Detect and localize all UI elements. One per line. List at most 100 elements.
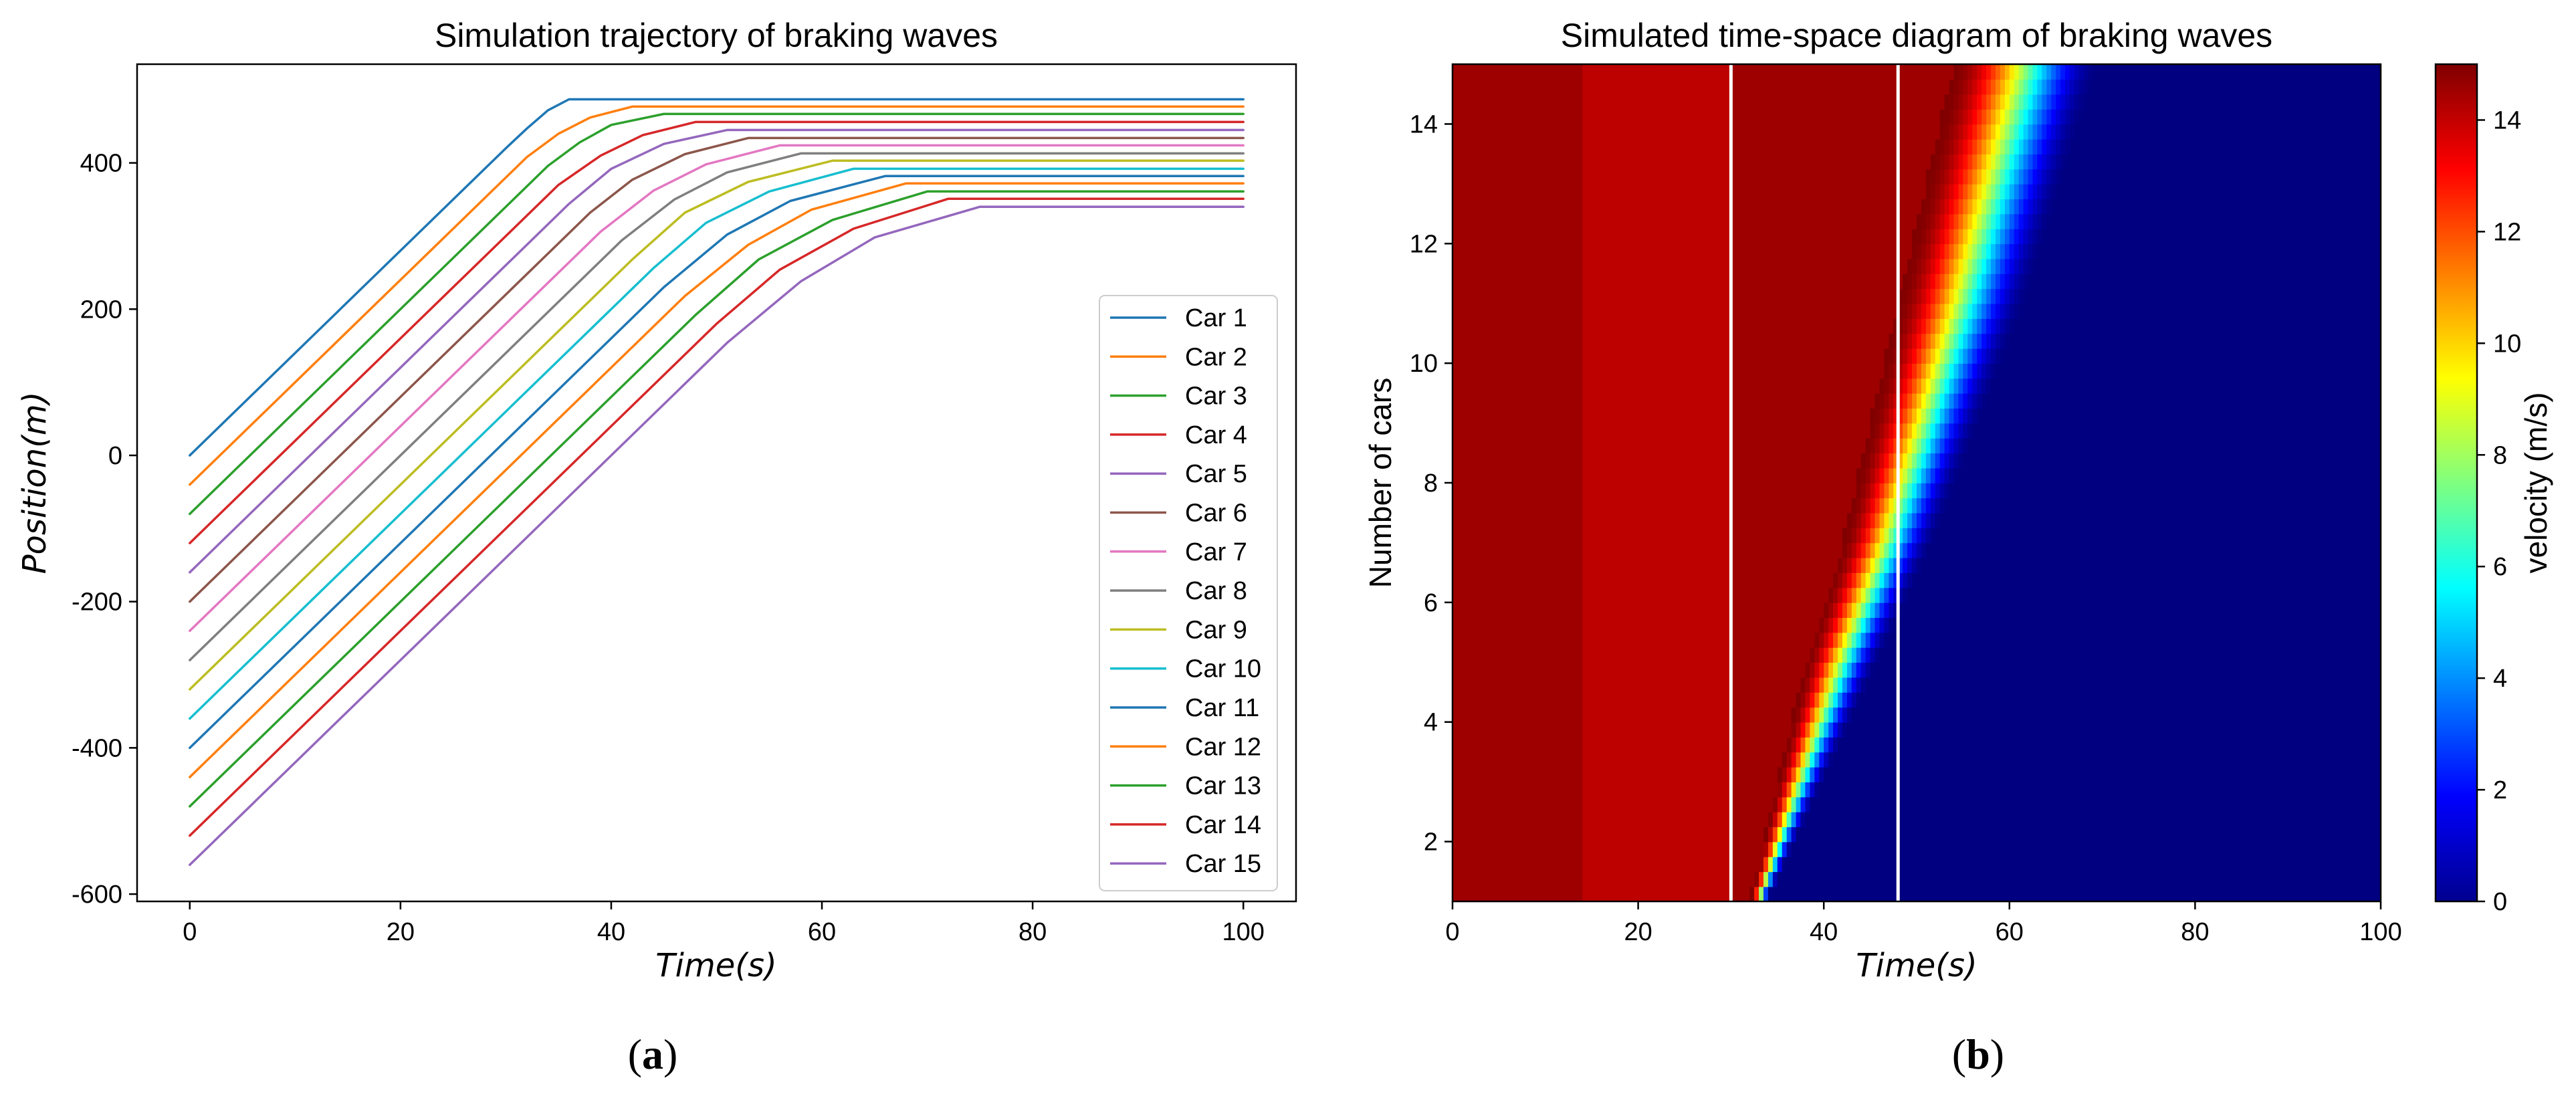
heatmap-cell [1767,692,1774,708]
heatmap-cell [1652,811,1658,828]
heatmap-cell [1549,542,1555,558]
heatmap-cell [1731,856,1737,873]
heatmap-cell [1726,856,1732,873]
heatmap-cell [1828,782,1834,798]
heatmap-cell [1740,766,1746,782]
heatmap-cell [2367,782,2372,798]
heatmap-cell [1513,827,1518,843]
heatmap-cell [1606,692,1611,708]
heatmap-cell [2046,886,2052,901]
heatmap-cell [2214,856,2219,873]
heatmap-cell [1578,811,1584,828]
heatmap-cell [2135,707,2140,723]
heatmap-cell [1614,692,1620,708]
heatmap-cell [2051,871,2056,887]
heatmap-cell [1935,707,1941,723]
heatmap-cell [1721,737,1727,753]
heatmap-cell [1573,871,1579,887]
heatmap-cell [2320,856,2326,873]
heatmap-cell [1991,572,1996,588]
heatmap-cell [2236,796,2242,812]
heatmap-cell [1549,737,1555,753]
heatmap-cell [2311,557,2317,573]
heatmap-cell [1731,692,1737,708]
heatmap-cell [1656,811,1662,828]
heatmap-cell [1564,677,1570,693]
heatmap-cell [2102,647,2108,663]
heatmap-cell [1889,617,1895,633]
heatmap-cell [2209,572,2214,588]
heatmap-cell [1963,827,1969,843]
heatmap-cell [1981,752,1987,768]
heatmap-cell [1944,871,1950,887]
heatmap-cell [1457,856,1463,873]
heatmap-cell [2371,572,2377,588]
heatmap-cell [1614,871,1620,887]
heatmap-cell [1884,528,1890,544]
heatmap-cell [1671,542,1676,558]
heatmap-cell [1912,871,1917,887]
heatmap-cell [1898,766,1903,782]
heatmap-cell [2162,617,2168,633]
heatmap-cell [1508,796,1514,812]
heatmap-cell [2339,542,2345,558]
heatmap-cell [1958,886,1964,901]
heatmap-cell [1782,587,1788,603]
heatmap-cell [1786,617,1792,633]
heatmap-cell [1513,707,1518,723]
heatmap-cell [1517,692,1523,708]
y-tick-label: -600 [72,881,122,909]
heatmap-cell [2097,737,2103,753]
heatmap-cell [2009,871,2015,887]
heatmap-cell [2214,871,2219,887]
heatmap-cell [1884,662,1890,678]
heatmap-cell [2292,617,2298,633]
heatmap-cell [1582,572,1588,588]
heatmap-cell [2018,707,2024,723]
heatmap-cell [2171,796,2177,812]
heatmap-cell [1535,572,1541,588]
heatmap-cell [1972,572,1978,588]
heatmap-cell [1531,632,1537,648]
heatmap-cell [1475,796,1481,812]
heatmap-cell [1517,617,1523,633]
heatmap-cell [1535,587,1541,603]
heatmap-cell [2315,587,2321,603]
heatmap-cell [2176,856,2182,873]
heatmap-cell [1573,662,1579,678]
heatmap-cell [1754,811,1759,828]
heatmap-cell [2283,677,2288,693]
heatmap-cell [1925,827,1931,843]
heatmap-cell [2144,811,2149,828]
heatmap-cell [1846,737,1852,753]
heatmap-cell [1522,632,1527,648]
heatmap-cell [1772,827,1778,843]
heatmap-cell [2232,662,2238,678]
heatmap-cell [2046,542,2052,558]
heatmap-cell [2125,722,2131,738]
heatmap-cell [1824,677,1829,693]
heatmap-cell [1986,796,1992,812]
heatmap-cell [2255,811,2261,828]
heatmap-cell [2009,542,2015,558]
heatmap-cell [1517,856,1523,873]
heatmap-cell [1698,632,1704,648]
heatmap-cell [1981,542,1987,558]
heatmap-cell [1865,528,1871,544]
heatmap-cell [1796,707,1802,723]
heatmap-cell [1745,692,1750,708]
heatmap-cell [1833,856,1838,873]
heatmap-cell [2037,587,2043,603]
heatmap-cell [1489,707,1495,723]
heatmap-cell [2339,752,2345,768]
heatmap-cell [1689,632,1695,648]
heatmap-cell [2176,632,2182,648]
heatmap-cell [2269,662,2275,678]
heatmap-cell [1805,602,1811,619]
heatmap-cell [2250,542,2256,558]
heatmap-cell [2315,856,2321,873]
heatmap-cell [1912,841,1917,857]
heatmap-cell [2149,692,2154,708]
heatmap-cell [1740,692,1746,708]
heatmap-cell [1740,647,1746,663]
